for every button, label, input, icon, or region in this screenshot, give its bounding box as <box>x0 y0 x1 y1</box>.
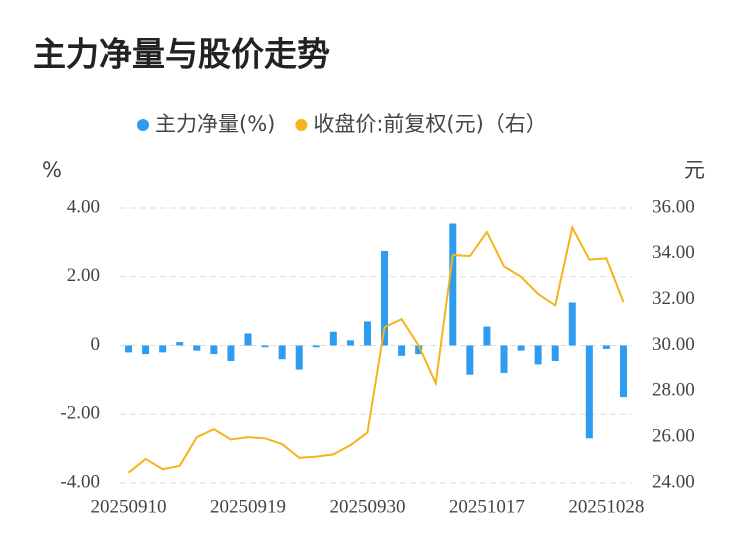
bar <box>278 345 286 360</box>
y-tick-label: 2.00 <box>67 265 100 286</box>
bar <box>193 345 201 351</box>
bar <box>159 345 167 353</box>
y-tick-label: -4.00 <box>60 471 100 492</box>
bar <box>568 302 576 346</box>
y2-tick-label: 34.00 <box>652 242 695 263</box>
bar <box>312 345 320 348</box>
legend-label: 主力净量(%) <box>155 112 275 136</box>
bar <box>415 345 423 355</box>
x-tick-label: 20251017 <box>449 496 525 517</box>
bar <box>295 345 303 370</box>
bar <box>363 321 371 346</box>
bar <box>449 223 457 346</box>
bar <box>619 345 627 398</box>
legend: 主力净量(%) 收盘价:前复权(元)（右） <box>137 112 547 136</box>
x-tick-label: 20250930 <box>329 496 405 517</box>
x-tick-label: 20250919 <box>210 496 286 517</box>
legend-marker <box>137 119 149 131</box>
bar <box>346 340 354 346</box>
y2-tick-label: 36.00 <box>652 196 695 217</box>
bar <box>125 345 133 353</box>
bar <box>329 331 337 346</box>
y-tick-label: 0 <box>91 334 101 355</box>
bar <box>483 326 491 346</box>
x-tick-label: 20250910 <box>91 496 167 517</box>
legend-label: 收盘价:前复权(元)（右） <box>313 112 546 136</box>
chart-title: 主力净量与股价走势 <box>33 35 330 74</box>
bar <box>176 342 184 346</box>
bar <box>602 345 610 349</box>
legend-marker <box>295 119 308 131</box>
bar <box>398 345 406 356</box>
bar <box>500 345 508 373</box>
bar <box>381 250 389 346</box>
y-tick-label: 4.00 <box>67 196 100 217</box>
x-tick-label: 20251028 <box>568 496 644 517</box>
bar <box>585 345 593 439</box>
y2-tick-label: 24.00 <box>652 471 695 492</box>
bar <box>142 345 150 355</box>
bar <box>517 345 525 351</box>
bar <box>466 345 474 375</box>
bar <box>534 345 542 365</box>
bar <box>261 345 269 348</box>
y2-tick-label: 28.00 <box>652 380 695 401</box>
y-unit: % <box>42 158 62 182</box>
y2-tick-label: 32.00 <box>652 288 695 309</box>
y2-tick-label: 30.00 <box>652 334 695 355</box>
y2-tick-label: 26.00 <box>652 426 695 447</box>
bar <box>244 333 252 346</box>
y2-unit: 元 <box>684 158 705 182</box>
y-tick-label: -2.00 <box>60 403 100 424</box>
price-line <box>127 224 625 474</box>
bar <box>210 345 218 355</box>
bar <box>551 345 559 361</box>
bar <box>227 345 235 361</box>
